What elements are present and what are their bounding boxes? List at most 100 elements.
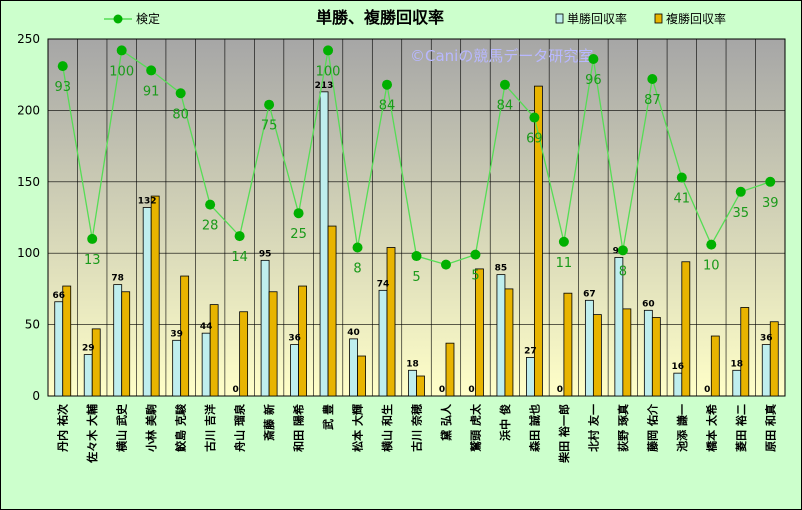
x-tick-label: 佐々木 大輔 [85, 404, 99, 464]
line-point [440, 259, 451, 270]
line-point-label: 41 [674, 192, 691, 207]
x-tick-label: 森田 誠也 [527, 404, 541, 452]
bar-tan-label: 60 [642, 299, 655, 309]
legend-fuku-swatch [654, 13, 663, 24]
bar-fuku [121, 291, 131, 397]
line-point-label: 91 [143, 84, 160, 99]
line-point-label: 25 [290, 227, 307, 242]
x-tick-label: 古川 吉洋 [203, 404, 217, 452]
bar-fuku [445, 342, 455, 397]
line-point-label: 5 [471, 269, 479, 284]
line-point [470, 249, 481, 260]
line-point-label: 96 [585, 73, 602, 88]
bar-tan [349, 338, 358, 397]
line-point-label: 5 [412, 270, 420, 285]
line-point [116, 45, 127, 56]
line-point [588, 53, 599, 64]
bar-tan [319, 91, 329, 397]
bar-tan-label: 132 [138, 197, 157, 207]
bar-tan-label: 95 [259, 249, 272, 259]
x-tick-label: 浜中 俊 [498, 404, 512, 441]
bar-fuku [710, 335, 720, 397]
x-tick-label: 荻野 琢真 [616, 404, 630, 452]
line-point-label: 11 [556, 256, 573, 271]
line-point [264, 99, 275, 110]
bar-fuku [150, 195, 160, 397]
line-series: 93 13 100 91 80 28 14 75 25 100 8 84 5 5 84 69 11 96 8 87 41… [54, 45, 779, 285]
x-tick-label: 小林 美駒 [144, 404, 158, 453]
line-point [676, 172, 687, 183]
line-point-label: 8 [619, 264, 627, 279]
bar-tan [260, 259, 270, 397]
bar-tan-label: 0 [439, 385, 445, 395]
x-tick-label: 鷲頭 虎太 [468, 403, 482, 452]
y-axis: 0 50 100 150 200 250 [17, 32, 40, 403]
bar-tan-label: 18 [406, 359, 419, 369]
y-tick-label: 50 [25, 318, 40, 332]
line-point-label: 75 [261, 119, 278, 134]
bar-tan [643, 309, 653, 397]
chart-title: 単勝、複勝回収率 [316, 8, 444, 27]
bar-tan [526, 357, 535, 397]
x-axis: 丹内 祐次 佐々木 大輔 横山 武史 小林 美駒 鮫島 克駿 古川 吉洋 舟山 瑠泉 斎藤 新… [56, 403, 778, 464]
bar-tan-label: 0 [557, 385, 563, 395]
line-point [558, 236, 569, 247]
line-point [87, 233, 98, 244]
x-tick-label: 原田 和真 [763, 404, 777, 452]
y-tick-label: 0 [32, 389, 40, 403]
x-tick-label: 菱田 裕二 [734, 404, 748, 452]
gridlines [48, 39, 785, 396]
line-point [293, 208, 304, 219]
legend-tan-label: 単勝回収率 [567, 11, 627, 26]
line-point [146, 65, 157, 76]
x-tick-label: 古川 奈穂 [410, 404, 424, 452]
legend-line-label: 検定 [136, 11, 160, 26]
bar-tan [408, 369, 417, 397]
line-point [529, 112, 540, 123]
line-point-label: 84 [379, 99, 396, 114]
bar-tan [761, 344, 771, 397]
line-point [647, 73, 658, 84]
x-tick-label: 柴田 裕一郎 [557, 404, 571, 464]
bar-fuku [475, 268, 484, 397]
bar-fuku [592, 314, 602, 397]
x-tick-label: 丹内 祐次 [56, 404, 70, 452]
x-tick-label: 藤岡 佑介 [645, 403, 659, 452]
line-point-label: 39 [762, 196, 779, 211]
line-point [352, 242, 363, 253]
line-point-label: 80 [172, 107, 189, 122]
line-point-label: 35 [733, 206, 750, 221]
bar-tan-label: 0 [468, 385, 474, 395]
bar-tan-label: 85 [495, 264, 508, 274]
bar-fuku [504, 288, 514, 397]
bar-tan-label: 44 [200, 322, 213, 332]
bar-tan-label: 40 [347, 328, 360, 338]
x-tick-label: 北村 友一 [586, 404, 600, 452]
legend: 検定 単勝回収率 複勝回収率 [104, 11, 726, 26]
bar-fuku [651, 317, 661, 397]
bar-fuku [416, 375, 425, 397]
line-point-label: 14 [231, 250, 248, 265]
line-point-label: 28 [202, 219, 219, 234]
bar-tan [584, 299, 594, 397]
bar-fuku [357, 355, 366, 397]
plot-area [47, 38, 786, 397]
bar-tan [496, 274, 506, 397]
bar-tan-label: 74 [377, 279, 390, 289]
bar-fuku [91, 328, 101, 397]
bar-tan-label: 29 [82, 344, 95, 354]
x-tick-label: 舟山 瑠泉 [233, 403, 247, 452]
bar-fuku [681, 261, 691, 397]
y-tick-label: 150 [17, 175, 40, 189]
bar-tan-label: 67 [583, 289, 596, 299]
line-point [323, 45, 334, 56]
bar-fuku [740, 307, 750, 397]
y-tick-label: 250 [17, 32, 40, 46]
line-point-label: 8 [353, 261, 361, 276]
legend-marker-swatch [113, 14, 123, 24]
line-point-label: 93 [54, 80, 71, 95]
x-tick-label: 横山 武史 [115, 403, 129, 452]
bar-fuku [209, 304, 219, 397]
legend-tan-swatch [555, 13, 564, 24]
